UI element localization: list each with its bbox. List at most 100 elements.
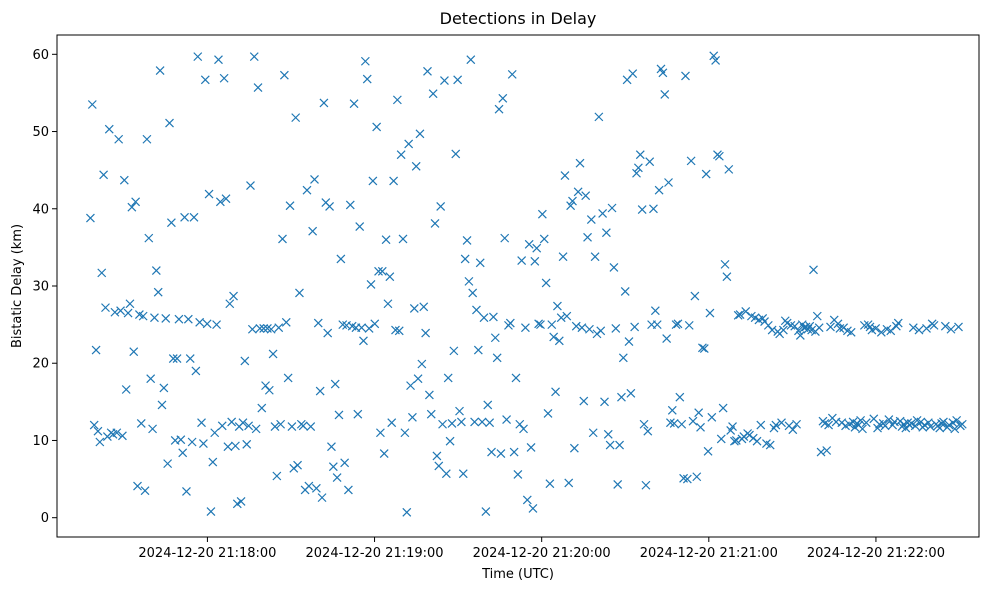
detection-point [588, 428, 598, 438]
x-axis: 2024-12-20 21:18:00 2024-12-20 21:19:00 20… [138, 537, 945, 561]
detection-point [295, 288, 304, 298]
detection-point [562, 311, 572, 321]
detection-point [408, 412, 417, 422]
detection-point [99, 170, 109, 180]
detection-point [242, 439, 252, 449]
detection-point [191, 366, 201, 376]
detection-point [426, 409, 436, 419]
detection-point [641, 480, 651, 490]
detection-point [146, 374, 156, 384]
detection-point [558, 252, 568, 262]
detection-point [573, 187, 583, 197]
detection-point [336, 254, 346, 264]
detection-point [908, 323, 918, 333]
detection-point [545, 479, 555, 489]
detection-point [534, 319, 544, 329]
detection-point [406, 381, 415, 391]
detection-point [788, 425, 798, 435]
detection-point [946, 324, 956, 334]
detection-point [637, 205, 647, 214]
detection-point [153, 287, 163, 297]
detection-point [814, 323, 824, 333]
detection-point [91, 345, 101, 355]
detection-point [441, 469, 451, 479]
detection-point [741, 307, 751, 316]
detection-point [586, 215, 596, 225]
detection-point [217, 421, 227, 431]
detection-point [379, 449, 389, 459]
detection-point [846, 327, 856, 337]
detection-point [340, 458, 350, 468]
detection-point [142, 134, 152, 144]
detection-point [515, 419, 525, 429]
detection-point [910, 421, 920, 431]
detection-point [353, 409, 363, 419]
detection-point [168, 354, 178, 364]
detection-point [374, 266, 383, 276]
detection-point [327, 442, 336, 452]
detection-point [617, 392, 626, 402]
detection-point [481, 507, 491, 516]
detection-point [308, 226, 318, 236]
detection-point [470, 417, 479, 427]
detection-point [473, 345, 483, 355]
detection-point [249, 52, 259, 62]
detection-point [315, 386, 325, 396]
detection-point [681, 71, 690, 81]
detection-point [654, 185, 664, 195]
detection-point [583, 232, 592, 242]
detection-point [129, 347, 139, 357]
detection-point [278, 234, 287, 244]
detection-point [950, 424, 960, 434]
detection-point [893, 318, 903, 328]
detection-point [247, 324, 257, 334]
detection-point [261, 381, 270, 391]
detection-point [455, 406, 464, 416]
detection-point [413, 374, 423, 384]
detection-point [690, 291, 700, 301]
detection-point [507, 69, 517, 79]
detection-point [219, 73, 229, 83]
detection-point [464, 276, 474, 286]
detection-point [756, 420, 766, 430]
chart-title: Detections in Delay [440, 9, 597, 28]
detection-point [432, 451, 442, 461]
detection-point [763, 320, 773, 330]
detection-point [150, 313, 159, 323]
detection-point [568, 196, 577, 206]
detection-point [332, 473, 342, 482]
detection-point [509, 447, 519, 457]
detection-point [524, 239, 534, 249]
detection-point [498, 93, 508, 103]
detection-point [585, 324, 594, 334]
detection-point [151, 266, 161, 275]
detection-point [609, 263, 619, 272]
detection-point [366, 280, 376, 289]
detection-point [790, 321, 800, 331]
detection-point [430, 219, 440, 228]
detection-point [536, 320, 545, 330]
detection-point [699, 344, 709, 353]
detection-point [677, 419, 687, 429]
detection-point [694, 408, 704, 418]
detection-point [434, 461, 444, 471]
x-tick-label: 2024-12-20 21:22:00 [807, 546, 945, 561]
detection-point [643, 426, 653, 436]
y-axis: 0 10 20 30 40 50 60 [32, 48, 57, 526]
detection-point [822, 446, 832, 455]
detection-point [626, 388, 636, 398]
detection-point [138, 311, 148, 321]
detection-point [387, 418, 397, 428]
detection-point [485, 418, 495, 428]
detection-point [613, 480, 623, 489]
detection-point [449, 346, 459, 356]
detection-point [119, 175, 129, 185]
x-tick-label: 2024-12-20 21:21:00 [640, 546, 778, 561]
detection-point [287, 422, 297, 431]
detection-point [794, 326, 803, 336]
detection-point [833, 319, 843, 329]
detection-point [528, 504, 538, 513]
detection-point [564, 478, 574, 488]
y-tick-label: 10 [32, 434, 49, 449]
detection-point [236, 497, 246, 506]
